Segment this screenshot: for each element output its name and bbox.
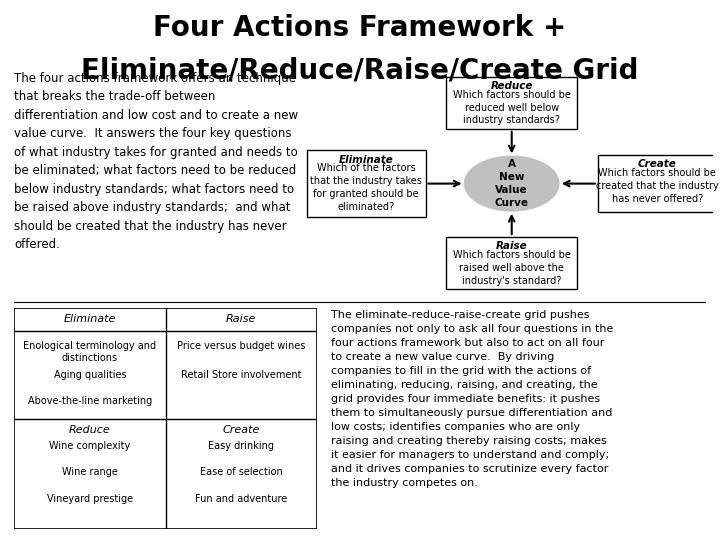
Text: Ease of selection: Ease of selection bbox=[200, 467, 282, 477]
Bar bbox=[598, 155, 717, 212]
Text: Reduce: Reduce bbox=[490, 81, 533, 91]
Text: Retail Store involvement: Retail Store involvement bbox=[181, 370, 302, 380]
Text: Wine range: Wine range bbox=[62, 467, 118, 477]
Text: Eliminate: Eliminate bbox=[338, 154, 393, 165]
Text: Raise: Raise bbox=[226, 314, 256, 325]
Text: Vineyard prestige: Vineyard prestige bbox=[47, 494, 133, 504]
Text: Above-the-line marketing: Above-the-line marketing bbox=[28, 396, 152, 407]
Text: Four Actions Framework +: Four Actions Framework + bbox=[153, 14, 567, 42]
Text: Which factors should be
reduced well below
industry standards?: Which factors should be reduced well bel… bbox=[453, 90, 571, 125]
Text: Create: Create bbox=[222, 425, 260, 435]
Text: Raise: Raise bbox=[496, 241, 528, 251]
Text: Which factors should be
created that the industry
has never offered?: Which factors should be created that the… bbox=[596, 168, 719, 204]
Text: Which of the factors
that the industry takes
for granted should be
eliminated?: Which of the factors that the industry t… bbox=[310, 164, 422, 212]
Text: Which factors should be
raised well above the
industry's standard?: Which factors should be raised well abov… bbox=[453, 250, 571, 286]
Text: Eliminate/Reduce/Raise/Create Grid: Eliminate/Reduce/Raise/Create Grid bbox=[81, 57, 639, 85]
Text: A
New
Value
Curve: A New Value Curve bbox=[495, 159, 528, 208]
Text: Easy drinking: Easy drinking bbox=[208, 441, 274, 451]
Text: Fun and adventure: Fun and adventure bbox=[195, 494, 287, 504]
Text: Reduce: Reduce bbox=[69, 425, 111, 435]
Circle shape bbox=[464, 156, 559, 211]
Bar bbox=[446, 77, 577, 129]
Text: Wine complexity: Wine complexity bbox=[50, 441, 130, 451]
Text: Enological terminology and
distinctions: Enological terminology and distinctions bbox=[24, 341, 156, 363]
Text: Aging qualities: Aging qualities bbox=[54, 370, 126, 380]
Bar bbox=[307, 150, 426, 217]
Text: Eliminate: Eliminate bbox=[64, 314, 116, 325]
Text: Create: Create bbox=[638, 159, 677, 170]
Text: The eliminate-reduce-raise-create grid pushes
companies not only to ask all four: The eliminate-reduce-raise-create grid p… bbox=[331, 310, 613, 488]
Text: The four actions framework offers an technique
that breaks the trade-off between: The four actions framework offers an tec… bbox=[14, 72, 299, 252]
Bar bbox=[446, 237, 577, 289]
Text: Price versus budget wines: Price versus budget wines bbox=[177, 341, 305, 351]
